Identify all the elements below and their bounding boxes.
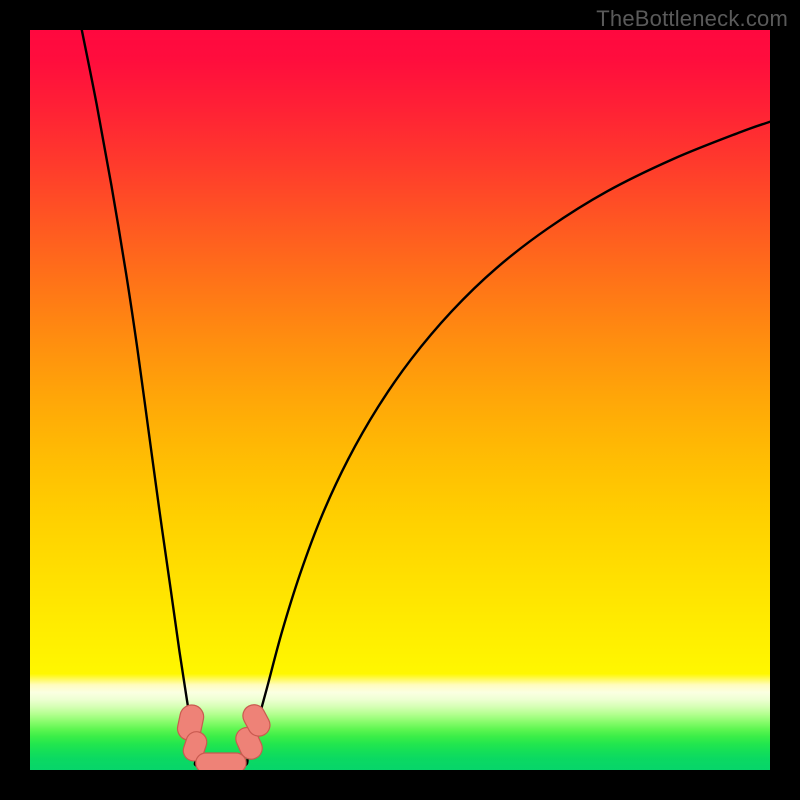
data-marker bbox=[196, 753, 246, 773]
chart-stage: TheBottleneck.com bbox=[0, 0, 800, 800]
bottleneck-chart bbox=[0, 0, 800, 800]
gradient-background bbox=[30, 30, 770, 770]
plot-area bbox=[30, 30, 770, 773]
watermark-text: TheBottleneck.com bbox=[596, 6, 788, 32]
